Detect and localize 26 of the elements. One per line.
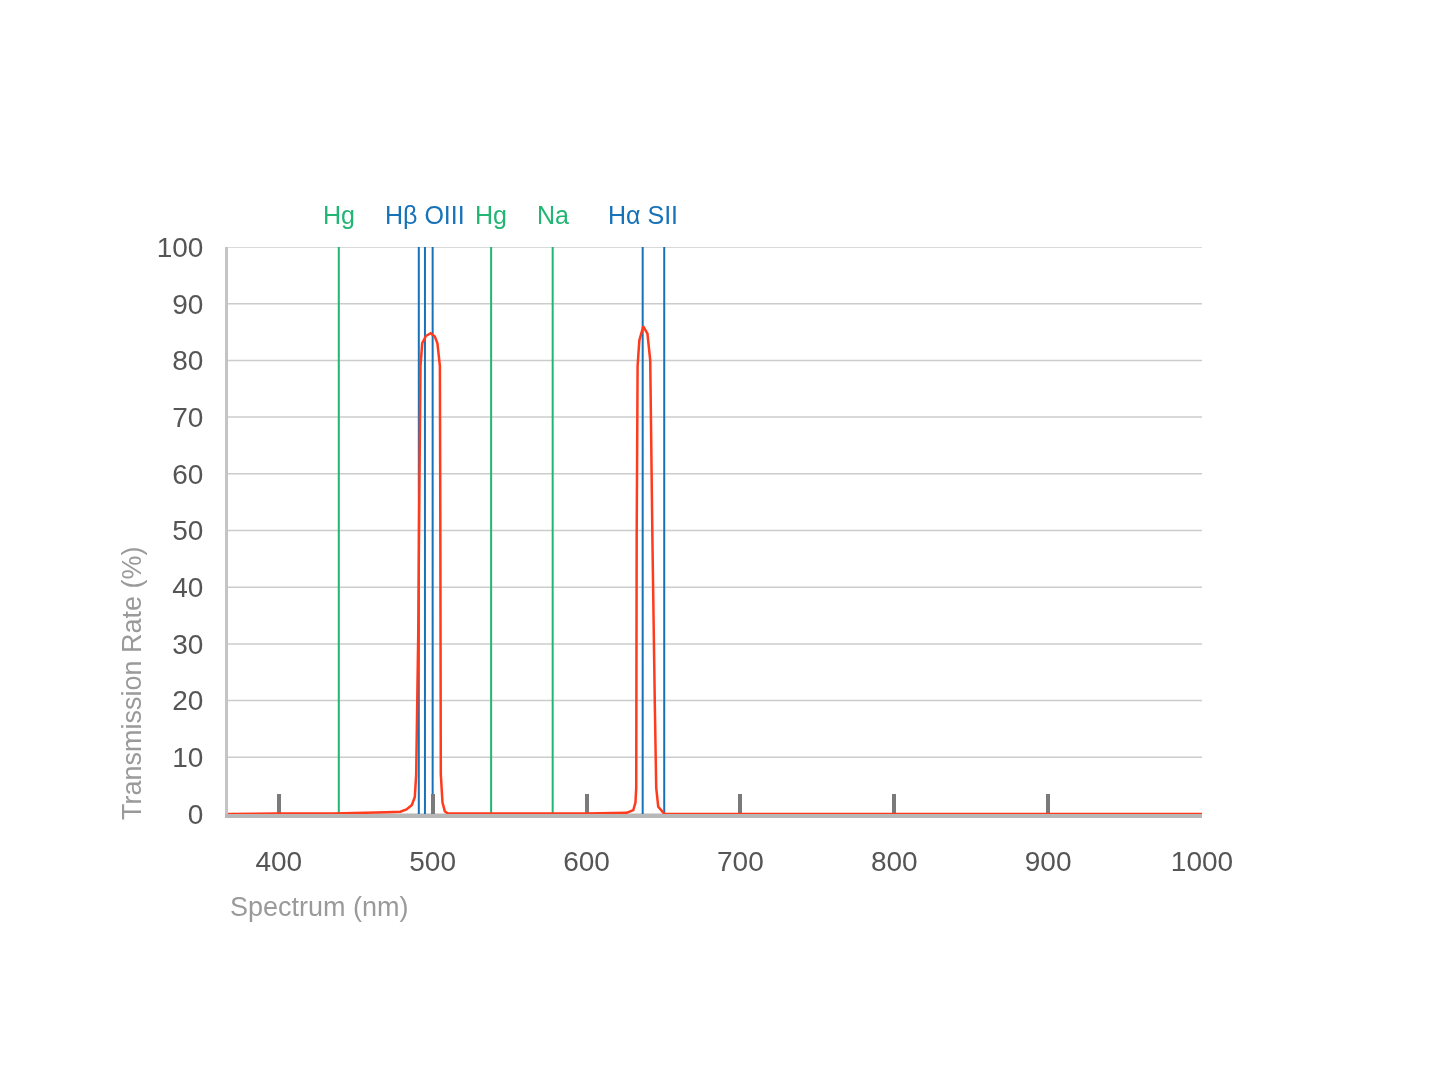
y-tick-label: 20 — [172, 685, 204, 717]
y-axis-title: Transmission Rate (%) — [117, 546, 147, 820]
y-tick-label: 0 — [187, 798, 204, 830]
line-series — [228, 325, 1202, 814]
y-tick-label: 80 — [172, 345, 204, 377]
y-tick-label: 100 — [156, 231, 204, 263]
y-tick-label: 40 — [172, 572, 204, 603]
ref-line-label: Hg — [475, 201, 507, 229]
x-tick-label: 500 — [409, 845, 457, 877]
x-tick-label: 1000 — [1170, 845, 1234, 877]
ref-line-label: Hα SII — [608, 201, 679, 229]
x-axis-title: Spectrum (nm) — [230, 892, 409, 922]
y-tick-label: 10 — [172, 742, 204, 774]
y-tick-label: 30 — [172, 628, 204, 660]
y-tick-label: 70 — [172, 401, 204, 433]
x-tick-label: 800 — [870, 845, 918, 877]
y-tick-label: 60 — [172, 458, 204, 490]
y-tick-label: 50 — [172, 515, 204, 547]
x-tick-label: 700 — [717, 845, 764, 877]
ref-line-label: Hg — [323, 201, 355, 229]
y-tick-label: 90 — [172, 288, 204, 320]
ref-line-label: Hβ OIII — [385, 201, 465, 229]
x-tick-label: 400 — [255, 845, 303, 877]
x-tick-label: 900 — [1024, 845, 1072, 877]
x-tick-label: 600 — [563, 845, 610, 877]
ref-line-label: Na — [537, 201, 570, 229]
